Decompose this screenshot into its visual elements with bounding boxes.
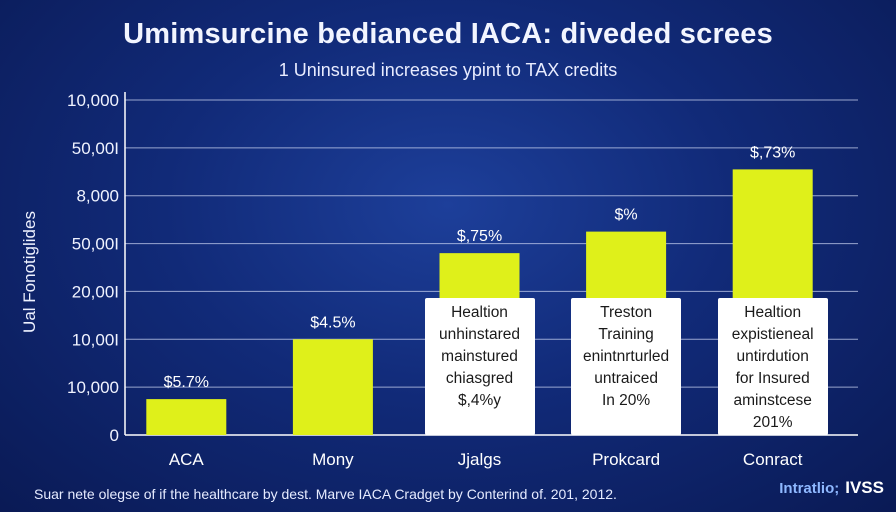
annotation-line: Healtion bbox=[451, 304, 508, 321]
annotation-box: Healtion unhinstared mainstured chiasgred $,… bbox=[424, 298, 535, 435]
bar-value-label: $,75% bbox=[457, 228, 502, 245]
annotation-line: untirdution bbox=[736, 348, 809, 365]
bar bbox=[146, 399, 227, 435]
brand-logo-icon: IVSS bbox=[845, 478, 884, 497]
annotation-line: enintnrturled bbox=[583, 348, 670, 365]
annotation-line: 201% bbox=[752, 414, 793, 431]
annotation-line: aminstcese bbox=[733, 392, 812, 409]
brand-text: Intratlio; bbox=[779, 479, 840, 497]
x-tick-label: Prokcard bbox=[592, 450, 660, 469]
annotation-line: untraiced bbox=[594, 370, 658, 387]
x-tick-label: ACA bbox=[169, 450, 205, 469]
y-tick-label: 20,00I bbox=[72, 282, 119, 301]
x-tick-label: Jjalgs bbox=[458, 450, 501, 469]
annotation-line: Training bbox=[598, 326, 654, 343]
footnote: Suar nete olegse of if the healthcare by… bbox=[34, 486, 617, 502]
annotation-line: unhinstared bbox=[438, 326, 520, 343]
annotation-box: Healtion expistieneal untirdution for Insur… bbox=[717, 298, 828, 435]
annotation-line: In 20% bbox=[601, 392, 651, 409]
annotation-line: expistieneal bbox=[731, 326, 814, 343]
x-tick-label: Mony bbox=[312, 450, 354, 469]
brand: Intratlio; IVSS bbox=[779, 478, 884, 498]
y-tick-label: 10,000 bbox=[67, 378, 119, 397]
bar-value-label: $4.5% bbox=[310, 314, 355, 331]
y-tick-label: 10,000 bbox=[67, 91, 119, 110]
x-tick-label: Conract bbox=[743, 450, 803, 469]
chart-subtitle: 1 Uninsured increases ypint to TAX credi… bbox=[278, 60, 618, 80]
annotation-line: for Insured bbox=[735, 370, 810, 387]
bar bbox=[292, 339, 373, 435]
chart-title: Umimsurcine bedianced IACA: diveded scre… bbox=[123, 18, 773, 50]
y-tick-label: 0 bbox=[110, 426, 119, 445]
bar-value-label: $,73% bbox=[750, 144, 795, 161]
annotation-line: $,4%y bbox=[457, 392, 502, 409]
y-tick-label: 50,00I bbox=[72, 235, 119, 254]
annotation-line: mainstured bbox=[441, 348, 518, 365]
annotation-line: chiasgred bbox=[445, 370, 514, 387]
annotation-line: Healtion bbox=[744, 304, 802, 321]
bar-value-label: $% bbox=[615, 207, 638, 224]
y-tick-label: 10,00I bbox=[72, 330, 119, 349]
y-tick-label: 50,00I bbox=[72, 139, 119, 158]
bar-value-label: $5.7% bbox=[164, 374, 209, 391]
annotation-box: Treston Training enintnrturled untraiced In … bbox=[571, 298, 682, 435]
annotation-line: Treston bbox=[600, 304, 653, 321]
y-tick-label: 8,000 bbox=[76, 187, 119, 206]
